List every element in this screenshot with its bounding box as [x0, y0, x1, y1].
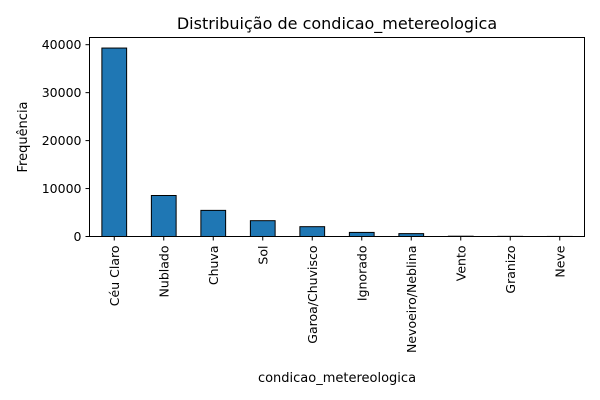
y-tick-label: 40000 — [42, 37, 82, 52]
bar-ceu-claro — [101, 47, 128, 237]
bar-garoa-chuvisco — [299, 226, 326, 237]
bar-nublado — [150, 195, 177, 237]
x-tick-label: Ignorado — [354, 246, 369, 302]
x-tick-label: Nublado — [156, 246, 171, 298]
y-axis-label: Frequência — [16, 101, 31, 172]
x-tick-label: Garoa/Chuvisco — [305, 246, 320, 344]
y-tick-label: 30000 — [42, 85, 82, 100]
x-tick-label: Chuva — [206, 246, 221, 286]
bars-group — [101, 47, 573, 238]
x-tick-label: Granizo — [503, 246, 518, 294]
bar-ignorado — [348, 231, 375, 237]
x-axis-ticks: Céu Claro Nublado Chuva Sol Garoa/Chuvisco Ig… — [107, 236, 567, 353]
x-tick-label: Céu Claro — [107, 246, 122, 307]
plot-frame — [89, 37, 585, 237]
y-tick-label: 10000 — [42, 181, 82, 196]
x-tick-label: Neve — [552, 245, 567, 277]
y-tick-label: 20000 — [42, 133, 82, 148]
x-tick-label: Nevoeiro/Neblina — [404, 246, 419, 353]
y-tick-label: 0 — [74, 229, 82, 244]
y-axis-ticks: 0 10000 20000 30000 40000 — [42, 37, 90, 244]
x-axis-label: condicao_metereologica — [258, 371, 416, 386]
x-tick-label: Sol — [255, 246, 270, 265]
chart-title: Distribuição de condicao_metereologica — [177, 14, 497, 34]
x-tick-label: Vento — [453, 246, 468, 282]
bar-sol — [249, 220, 276, 237]
bar-chuva — [200, 209, 227, 237]
